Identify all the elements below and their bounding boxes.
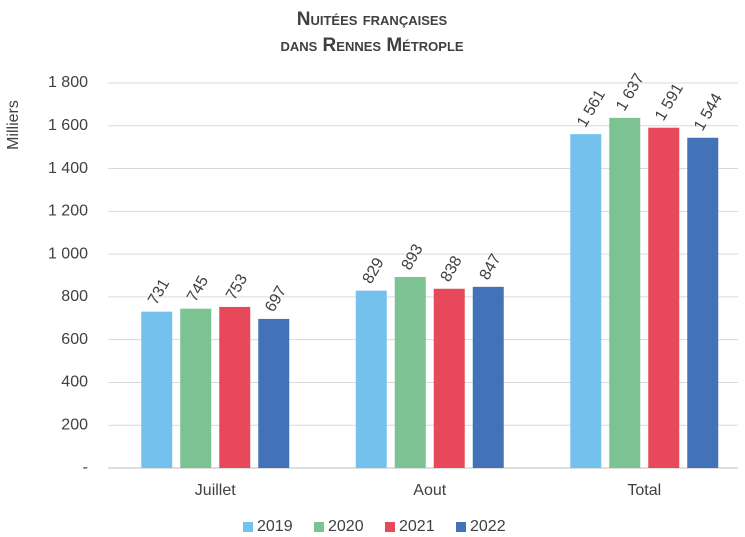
bar [180, 308, 212, 468]
value-label: 731 [145, 276, 173, 308]
value-label: 697 [262, 283, 290, 315]
y-tick-label: 800 [61, 288, 88, 305]
legend-swatch [385, 522, 395, 532]
value-label: 1 544 [691, 91, 726, 134]
bar [219, 306, 251, 468]
value-label: 1 561 [574, 87, 609, 130]
y-tick-label: 1 000 [48, 245, 88, 262]
legend-label: 2021 [399, 518, 435, 535]
x-tick-label: Total [627, 482, 661, 499]
legend-label: 2020 [328, 518, 364, 535]
y-tick-label: 1 800 [48, 74, 88, 91]
bar [433, 288, 465, 468]
y-tick-label: 600 [61, 331, 88, 348]
bar [687, 137, 719, 468]
legend-swatch [243, 522, 253, 532]
bar [472, 286, 504, 468]
y-tick-label: 200 [61, 416, 88, 433]
bar [570, 134, 602, 468]
bar [355, 290, 387, 468]
bar [609, 117, 641, 468]
y-tick-label: - [83, 459, 88, 476]
y-tick-label: 1 400 [48, 160, 88, 177]
value-label: 893 [399, 241, 427, 273]
bar [141, 311, 173, 468]
chart-title: Nuitées françaises [297, 9, 448, 30]
value-label: 847 [477, 251, 505, 283]
bar [648, 127, 680, 469]
bar [258, 318, 290, 468]
legend-label: 2022 [470, 518, 506, 535]
value-label: 753 [223, 271, 251, 303]
legend-swatch [456, 522, 466, 532]
value-label: 829 [360, 255, 388, 287]
value-label: 1 637 [613, 71, 648, 114]
y-tick-label: 1 200 [48, 203, 88, 220]
value-label: 745 [184, 273, 212, 305]
y-axis-label: Milliers [5, 100, 22, 150]
bar [394, 276, 426, 468]
y-tick-label: 400 [61, 374, 88, 391]
y-tick-label: 1 600 [48, 117, 88, 134]
x-tick-label: Aout [413, 482, 446, 499]
value-label: 838 [438, 253, 466, 285]
x-tick-label: Juillet [195, 482, 236, 499]
value-label: 1 591 [652, 81, 687, 124]
legend-swatch [314, 522, 324, 532]
chart-title: dans Rennes Métrople [280, 35, 463, 56]
legend-label: 2019 [257, 518, 293, 535]
